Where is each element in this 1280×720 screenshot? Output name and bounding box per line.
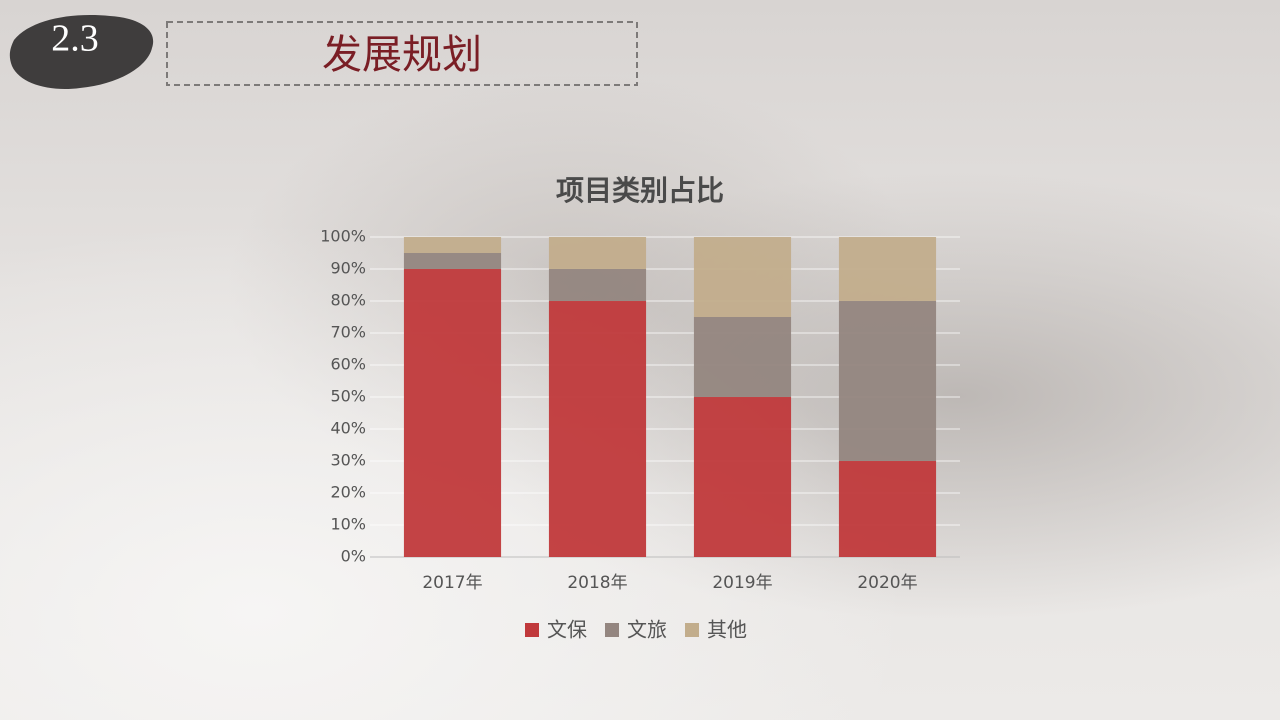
y-tick-label: 10% bbox=[330, 515, 366, 534]
bar-segment bbox=[403, 237, 502, 253]
bar-segment bbox=[693, 237, 792, 317]
bar-segment bbox=[838, 461, 937, 557]
y-tick-label: 100% bbox=[320, 227, 366, 246]
y-tick-label: 0% bbox=[341, 547, 366, 566]
y-tick-label: 90% bbox=[330, 259, 366, 278]
bar-segment bbox=[838, 237, 937, 301]
x-tick-label: 2018年 bbox=[567, 573, 627, 593]
title-frame bbox=[166, 21, 638, 86]
x-tick-label: 2020年 bbox=[857, 573, 917, 593]
bar-segment bbox=[403, 253, 502, 269]
bar-segment bbox=[693, 317, 792, 397]
section-number: 2.3 bbox=[51, 18, 99, 60]
ink-badge bbox=[9, 15, 154, 90]
y-tick-label: 40% bbox=[330, 419, 366, 438]
bar-segment bbox=[838, 301, 937, 461]
legend-label: 文保 bbox=[547, 618, 587, 642]
bar-segment bbox=[548, 237, 647, 269]
x-tick-label: 2019年 bbox=[712, 573, 772, 593]
chart-title: 项目类别占比 bbox=[556, 174, 724, 207]
y-tick-label: 70% bbox=[330, 323, 366, 342]
x-tick-label: 2017年 bbox=[422, 573, 482, 593]
y-tick-label: 80% bbox=[330, 291, 366, 310]
y-tick-label: 60% bbox=[330, 355, 366, 374]
legend-swatch bbox=[605, 623, 619, 637]
bar-segment bbox=[403, 269, 502, 557]
bar-segment bbox=[548, 269, 647, 301]
section-title: 发展规划 bbox=[322, 32, 482, 78]
legend-swatch bbox=[525, 623, 539, 637]
y-tick-label: 20% bbox=[330, 483, 366, 502]
y-tick-label: 30% bbox=[330, 451, 366, 470]
bar-segment bbox=[548, 301, 647, 557]
legend-label: 其他 bbox=[707, 618, 747, 642]
y-tick-label: 50% bbox=[330, 387, 366, 406]
bar-segment bbox=[693, 397, 792, 557]
legend-label: 文旅 bbox=[627, 618, 667, 642]
legend-swatch bbox=[685, 623, 699, 637]
